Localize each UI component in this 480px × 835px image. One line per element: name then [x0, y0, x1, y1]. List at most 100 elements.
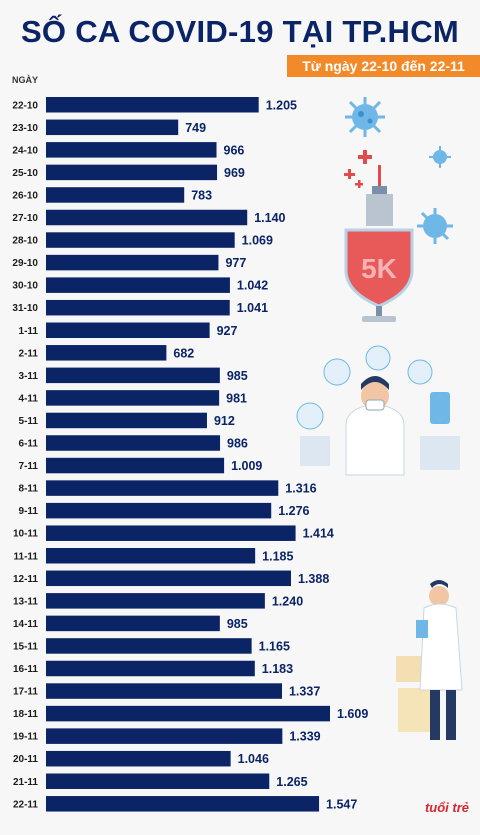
value-label: 1.009 [231, 459, 262, 473]
category-label: 16-11 [13, 664, 38, 675]
category-label: 8-11 [19, 484, 39, 495]
value-label: 1.205 [266, 98, 297, 112]
virus-right-icon [417, 208, 453, 244]
bar [46, 390, 220, 406]
bar [46, 502, 272, 519]
value-label: 981 [226, 391, 247, 405]
bar [46, 187, 185, 203]
value-label: 1.046 [238, 752, 269, 766]
bar [46, 97, 259, 113]
bars-layer: 22-10 1.205 23-10 749 24-10 966 25-10 969 26-10 7… [12, 97, 368, 812]
bar [46, 412, 207, 429]
bar [46, 142, 217, 158]
category-label: 13-11 [13, 596, 38, 607]
bar [46, 299, 230, 316]
bar [46, 345, 167, 361]
category-label: 2-11 [19, 348, 39, 359]
value-label: 1.337 [289, 685, 320, 699]
category-label: 29-10 [12, 258, 38, 269]
category-label: 21-11 [13, 777, 38, 788]
bar [46, 570, 291, 587]
virus-icon [345, 97, 385, 137]
value-label: 1.265 [276, 775, 307, 789]
category-label: 18-11 [13, 709, 38, 720]
bar [46, 457, 225, 474]
bar [46, 705, 330, 722]
bar [46, 435, 221, 451]
bar [46, 164, 218, 181]
category-label: 27-10 [12, 213, 38, 224]
value-label: 1.069 [242, 234, 273, 248]
bar [46, 773, 270, 789]
category-label: 24-10 [12, 145, 38, 156]
bar [46, 322, 210, 338]
category-label: 9-11 [19, 506, 39, 517]
value-label: 1.140 [254, 211, 285, 225]
category-label: 10-11 [13, 529, 38, 540]
bar [46, 525, 296, 541]
value-label: 966 [224, 143, 245, 157]
bar [46, 209, 248, 226]
value-label: 1.042 [237, 279, 268, 293]
category-label: 14-11 [13, 619, 38, 630]
bar [46, 119, 179, 136]
bar [46, 480, 279, 496]
category-label: 30-10 [12, 281, 38, 292]
value-label: 1.165 [259, 639, 290, 653]
value-label: 977 [225, 256, 246, 270]
category-label: 22-10 [12, 100, 38, 111]
category-label: 1-11 [19, 326, 39, 337]
bar [46, 660, 255, 677]
bar [46, 367, 220, 384]
value-label: 682 [173, 346, 194, 360]
category-label: 31-10 [12, 303, 38, 314]
bar [46, 232, 235, 248]
y-axis-label: NGÀY [12, 75, 39, 85]
value-label: 1.276 [278, 504, 309, 518]
value-label: 1.547 [326, 797, 357, 811]
tuoi-tre-logo: tuổi trẻ [424, 800, 470, 815]
bar [46, 750, 231, 767]
value-label: 1.414 [303, 527, 334, 541]
value-label: 985 [227, 617, 248, 631]
value-label: 1.316 [285, 482, 316, 496]
bar [46, 615, 220, 632]
value-label: 1.240 [272, 594, 303, 608]
value-label: 749 [185, 121, 206, 135]
category-label: 23-10 [12, 123, 38, 134]
plus-icon [344, 150, 372, 188]
bar [46, 683, 282, 699]
doctor-with-mask-icon [296, 345, 460, 476]
bar [46, 728, 283, 744]
category-label: 22-11 [13, 799, 38, 810]
category-label: 3-11 [19, 371, 39, 382]
bar [46, 254, 219, 271]
value-label: 1.388 [298, 572, 329, 586]
value-label: 1.609 [337, 707, 368, 721]
category-label: 5-11 [19, 416, 39, 427]
category-label: 15-11 [13, 641, 38, 652]
value-label: 1.183 [262, 662, 293, 676]
category-label: 11-11 [14, 551, 39, 562]
category-label: 4-11 [19, 393, 39, 404]
value-label: 985 [227, 369, 248, 383]
value-label: 1.041 [237, 301, 268, 315]
value-label: 986 [227, 437, 248, 451]
value-label: 1.339 [289, 730, 320, 744]
chart-title: SỐ CA COVID-19 TẠI TP.HCM [20, 14, 460, 49]
category-label: 6-11 [19, 439, 39, 450]
category-label: 26-10 [12, 190, 38, 201]
svg-text:5K: 5K [361, 253, 397, 284]
value-label: 969 [224, 166, 245, 180]
category-label: 20-11 [13, 754, 38, 765]
value-label: 783 [191, 188, 212, 202]
virus-small-icon [429, 146, 451, 168]
doctor-with-clipboard-icon [396, 580, 463, 740]
bar [46, 796, 320, 812]
category-label: 19-11 [13, 732, 38, 743]
bar [46, 638, 252, 654]
bar [46, 277, 230, 293]
chart-subtitle: Từ ngày 22-10 đến 22-11 [287, 55, 480, 77]
syringe-5k-shield-icon: 5K [344, 165, 414, 322]
